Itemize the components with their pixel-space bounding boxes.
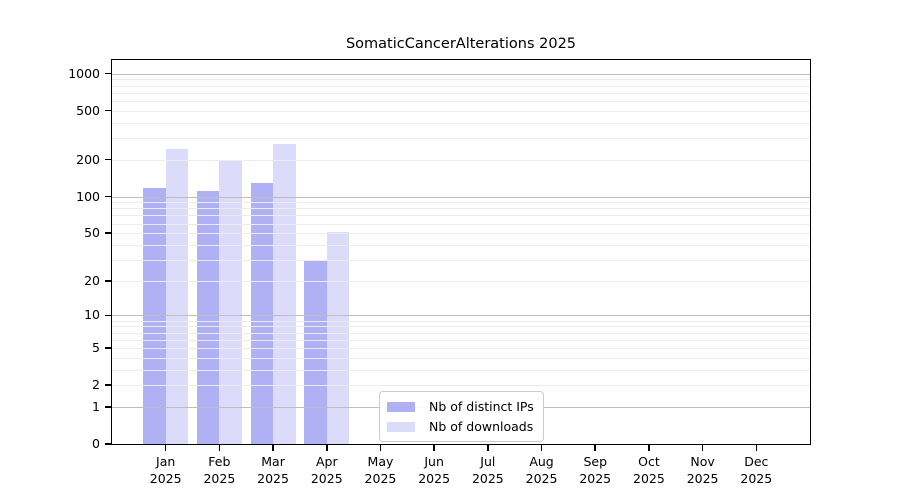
gridline-minor: [112, 100, 810, 102]
gridline-minor: [112, 332, 810, 334]
gridline-minor: [112, 85, 810, 87]
gridline-minor: [112, 280, 810, 282]
x-tick-label: Mar 2025: [257, 454, 289, 486]
gridline-minor: [112, 110, 810, 112]
legend-swatch-downloads: [387, 421, 415, 432]
y-tick-label: 0: [92, 436, 100, 451]
y-tick-label: 50: [84, 225, 100, 241]
x-tick-label: May 2025: [364, 454, 397, 486]
y-tick-mark: [105, 443, 111, 445]
gridline-minor: [112, 369, 810, 371]
x-tick-label: Feb 2025: [203, 454, 236, 486]
y-tick-label: 100: [76, 188, 100, 204]
x-tick-mark: [540, 445, 543, 451]
gridline-minor: [112, 259, 810, 261]
y-tick-mark: [105, 347, 111, 349]
bar-jan-downloads: [165, 149, 189, 444]
legend-label: Nb of downloads: [429, 419, 534, 434]
x-tick-label: Dec 2025: [740, 454, 773, 486]
gridline-minor: [112, 244, 810, 246]
x-tick-label: Jul 2025: [471, 454, 504, 486]
y-tick-label: 1000: [68, 65, 100, 81]
x-tick-mark: [379, 445, 382, 451]
bar-mar-downloads: [273, 143, 296, 444]
y-tick-label: 1: [92, 398, 100, 414]
gridline-minor: [112, 339, 810, 341]
gridline-major: [112, 73, 810, 75]
gridline-minor: [112, 215, 810, 217]
y-tick-mark: [105, 280, 111, 282]
y-tick-mark: [105, 72, 111, 75]
x-tick-label: Jan 2025: [149, 454, 182, 486]
y-tick-label: 500: [76, 102, 100, 118]
y-tick-label: 200: [76, 151, 100, 167]
chart-title: SomaticCancerAlterations 2025: [345, 36, 577, 52]
y-tick-label: 20: [84, 272, 100, 288]
gridline-minor: [112, 347, 810, 349]
bar-mar-distinct-ips: [250, 183, 274, 444]
x-tick-label: Jun 2025: [418, 454, 451, 486]
gridline-minor: [112, 357, 810, 359]
gridline-minor: [112, 92, 810, 94]
y-tick-label: 5: [92, 339, 100, 355]
y-tick-mark: [105, 195, 111, 198]
legend-label: Nb of distinct IPs: [429, 399, 534, 414]
bar-apr-distinct-ips: [304, 259, 327, 444]
gridline-major: [112, 196, 810, 198]
x-tick-label: Nov 2025: [686, 454, 719, 486]
x-tick-mark: [755, 445, 758, 451]
x-tick-mark: [218, 445, 221, 451]
y-tick-mark: [105, 158, 111, 161]
legend-item-distinct-ips: Nb of distinct IPs: [387, 399, 534, 414]
x-tick-mark: [648, 445, 650, 451]
gridline-minor: [112, 208, 810, 210]
bar-feb-distinct-ips: [196, 191, 220, 444]
y-tick-label: 10: [84, 307, 100, 323]
gridline-minor: [112, 385, 810, 387]
gridline-minor: [112, 326, 810, 328]
legend: Nb of distinct IPs Nb of downloads: [379, 391, 544, 442]
gridline-minor: [112, 202, 810, 204]
gridline-minor: [112, 138, 810, 140]
legend-swatch-distinct-ips: [387, 401, 415, 412]
y-tick-mark: [105, 406, 111, 408]
x-tick-label: Oct 2025: [633, 454, 665, 486]
y-tick-mark: [105, 314, 111, 317]
x-tick-label: Aug 2025: [525, 454, 558, 486]
x-tick-label: Apr 2025: [310, 454, 343, 486]
x-tick-mark: [594, 445, 596, 451]
gridline-minor: [112, 320, 810, 322]
legend-item-downloads: Nb of downloads: [387, 419, 534, 434]
x-tick-mark: [164, 445, 167, 451]
x-tick-mark: [701, 445, 704, 451]
y-tick-mark: [105, 109, 111, 112]
y-tick-mark: [105, 232, 111, 234]
bar-apr-downloads: [326, 232, 350, 444]
bar-feb-downloads: [219, 160, 242, 444]
gridline-minor: [112, 159, 810, 161]
y-tick-label: 2: [92, 377, 100, 393]
x-tick-label: Sep 2025: [579, 454, 612, 486]
x-tick-mark: [326, 445, 328, 451]
x-tick-mark: [272, 445, 274, 451]
y-tick-mark: [105, 384, 111, 386]
gridline-minor: [112, 233, 810, 235]
x-tick-mark: [433, 445, 435, 451]
plot-area: [111, 59, 811, 445]
gridline-minor: [112, 223, 810, 225]
gridline-minor: [112, 79, 810, 81]
gridline-minor: [112, 122, 810, 124]
x-tick-mark: [487, 445, 489, 451]
gridline-major: [112, 315, 810, 317]
